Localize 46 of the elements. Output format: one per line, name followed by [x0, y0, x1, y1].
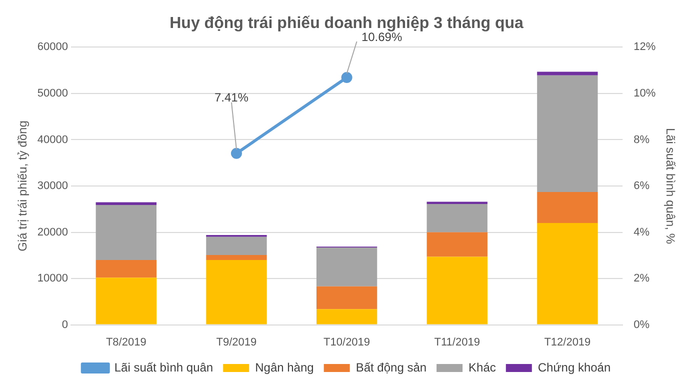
x-tick-label: T12/2019 — [544, 336, 591, 348]
x-tick-label: T11/2019 — [434, 336, 480, 348]
y2-axis-title: Lãi suất bình quân, % — [663, 128, 678, 244]
y2-tick-label: 6% — [634, 180, 650, 192]
bar — [96, 278, 156, 324]
bar — [426, 232, 488, 257]
bar — [537, 72, 598, 76]
y-tick-label: 30000 — [37, 180, 68, 192]
y2-tick-label: 10% — [634, 88, 656, 100]
y-tick-label: 10000 — [37, 272, 68, 285]
bar — [537, 75, 598, 192]
bar — [426, 204, 488, 232]
bar — [206, 254, 267, 260]
data-label: 7.41% — [214, 90, 249, 105]
bar — [426, 202, 488, 204]
bar — [316, 248, 378, 286]
legend-label: Khác — [468, 360, 496, 374]
legend-label: Bất động sản — [356, 360, 427, 374]
y-tick-label: 50000 — [37, 88, 68, 100]
legend-label: Ngân hàng — [255, 360, 314, 374]
y2-tick-label: 4% — [634, 226, 650, 238]
bar — [426, 256, 488, 324]
y2-tick-label: 2% — [634, 272, 650, 285]
legend-label: Lãi suất bình quân — [114, 360, 214, 374]
x-tick-label: T9/2019 — [216, 336, 257, 348]
x-tick-label: T8/2019 — [106, 336, 146, 348]
y-tick-label: 0 — [62, 318, 68, 331]
y-axis-title: Giá trị trái phiếu, tỷ đồng — [16, 120, 30, 252]
y2-tick-label: 0% — [634, 318, 650, 331]
bar — [537, 223, 598, 324]
bar — [206, 260, 267, 324]
y2-tick-label: 8% — [634, 134, 650, 146]
x-tick-label: T10/2019 — [324, 336, 370, 348]
y-tick-label: 60000 — [37, 41, 68, 54]
bar — [206, 236, 267, 255]
bar — [316, 286, 378, 310]
y2-tick-label: 12% — [634, 41, 656, 54]
bar — [96, 260, 156, 278]
bar — [537, 192, 598, 224]
legend-label: Chứng khoán — [538, 360, 611, 374]
bar — [96, 202, 156, 205]
bar — [316, 309, 378, 324]
chart-title: Huy động trái phiếu doanh nghiệp 3 tháng qua — [170, 15, 524, 32]
y-tick-label: 40000 — [37, 134, 68, 146]
y-tick-label: 20000 — [37, 226, 68, 238]
bar — [96, 204, 156, 260]
